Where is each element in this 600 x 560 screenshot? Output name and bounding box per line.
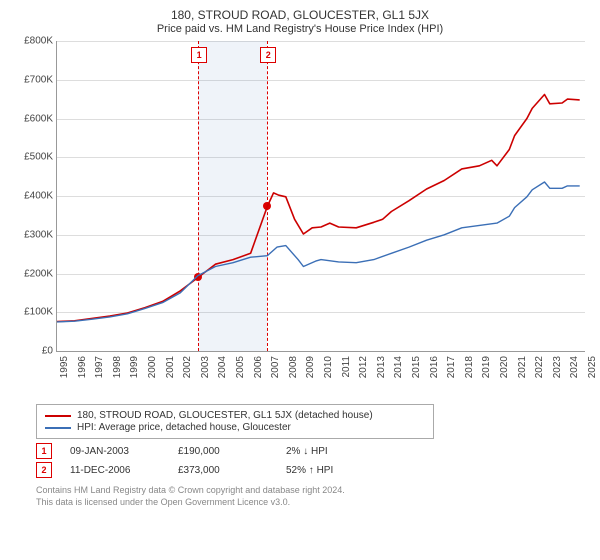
x-tick-label: 2003	[200, 356, 211, 378]
y-tick-label: £400K	[13, 191, 53, 202]
x-tick-label: 2013	[376, 356, 387, 378]
x-tick-label: 2023	[552, 356, 563, 378]
x-tick-label: 2001	[165, 356, 176, 378]
event-price: £373,000	[178, 465, 268, 476]
x-tick-label: 2002	[182, 356, 193, 378]
event-row-marker: 2	[36, 462, 52, 478]
event-diff: 2% ↓ HPI	[286, 446, 376, 457]
x-tick-label: 2025	[587, 356, 598, 378]
event-date: 11-DEC-2006	[70, 465, 160, 476]
footer: Contains HM Land Registry data © Crown c…	[36, 484, 588, 508]
legend-swatch	[45, 415, 71, 417]
footer-line-2: This data is licensed under the Open Gov…	[36, 496, 588, 508]
x-tick-label: 2019	[481, 356, 492, 378]
y-axis-labels: £0£100K£200K£300K£400K£500K£600K£700K£80…	[13, 41, 53, 351]
y-tick-label: £800K	[13, 36, 53, 47]
legend-label: HPI: Average price, detached house, Glou…	[77, 422, 291, 433]
legend-label: 180, STROUD ROAD, GLOUCESTER, GL1 5JX (d…	[77, 410, 373, 421]
plot-area: £0£100K£200K£300K£400K£500K£600K£700K£80…	[56, 41, 585, 352]
x-axis-labels: 1995 1996 1997 1998 1999 2000 2001 2002 2003 2004…	[56, 352, 584, 398]
event-row: 1 09-JAN-2003 £190,000 2% ↓ HPI	[36, 443, 588, 459]
y-tick-label: £200K	[13, 268, 53, 279]
chart-area: £0£100K£200K£300K£400K£500K£600K£700K£80…	[56, 41, 586, 398]
x-tick-label: 2010	[323, 356, 334, 378]
y-tick-label: £100K	[13, 307, 53, 318]
x-tick-label: 2005	[235, 356, 246, 378]
x-tick-label: 2008	[288, 356, 299, 378]
footer-line-1: Contains HM Land Registry data © Crown c…	[36, 484, 588, 496]
x-tick-label: 2004	[217, 356, 228, 378]
series-line	[57, 95, 580, 322]
x-tick-label: 2015	[411, 356, 422, 378]
x-tick-label: 2000	[147, 356, 158, 378]
series-line	[57, 182, 580, 322]
chart-subtitle: Price paid vs. HM Land Registry's House …	[12, 23, 588, 35]
chart-title: 180, STROUD ROAD, GLOUCESTER, GL1 5JX	[12, 8, 588, 22]
x-tick-label: 2021	[517, 356, 528, 378]
event-price: £190,000	[178, 446, 268, 457]
y-tick-label: £600K	[13, 113, 53, 124]
event-diff: 52% ↑ HPI	[286, 465, 376, 476]
event-row: 2 11-DEC-2006 £373,000 52% ↑ HPI	[36, 462, 588, 478]
events-table: 1 09-JAN-2003 £190,000 2% ↓ HPI 2 11-DEC-2006…	[36, 443, 588, 478]
event-row-marker: 1	[36, 443, 52, 459]
x-tick-label: 2006	[253, 356, 264, 378]
y-tick-label: £0	[13, 346, 53, 357]
legend-item: HPI: Average price, detached house, Glou…	[45, 422, 425, 433]
series-layer	[57, 41, 585, 351]
x-tick-label: 2022	[534, 356, 545, 378]
chart-container: 180, STROUD ROAD, GLOUCESTER, GL1 5JX Pr…	[0, 0, 600, 560]
x-tick-label: 2017	[446, 356, 457, 378]
y-tick-label: £300K	[13, 229, 53, 240]
x-tick-label: 2016	[429, 356, 440, 378]
x-tick-label: 2020	[499, 356, 510, 378]
event-date: 09-JAN-2003	[70, 446, 160, 457]
x-tick-label: 2018	[464, 356, 475, 378]
y-tick-label: £500K	[13, 152, 53, 163]
x-tick-label: 1999	[129, 356, 140, 378]
x-tick-label: 2012	[358, 356, 369, 378]
x-tick-label: 2007	[270, 356, 281, 378]
x-tick-label: 1998	[112, 356, 123, 378]
x-tick-label: 1996	[77, 356, 88, 378]
x-tick-label: 2014	[393, 356, 404, 378]
x-tick-label: 2011	[341, 356, 352, 378]
legend: 180, STROUD ROAD, GLOUCESTER, GL1 5JX (d…	[36, 404, 434, 439]
x-tick-label: 2009	[305, 356, 316, 378]
legend-item: 180, STROUD ROAD, GLOUCESTER, GL1 5JX (d…	[45, 410, 425, 421]
x-tick-label: 1995	[59, 356, 70, 378]
x-tick-label: 2024	[569, 356, 580, 378]
x-tick-label: 1997	[94, 356, 105, 378]
y-tick-label: £700K	[13, 74, 53, 85]
legend-swatch	[45, 427, 71, 429]
